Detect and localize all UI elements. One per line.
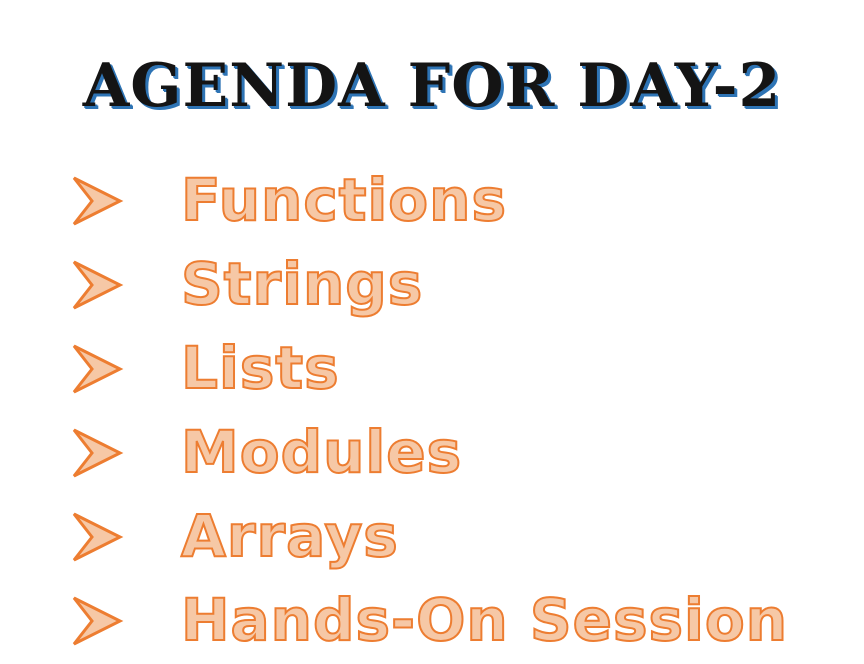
arrowhead-bullet-icon bbox=[72, 512, 124, 562]
arrowhead-bullet-icon bbox=[72, 176, 124, 226]
agenda-item-label: Hands-On Session bbox=[180, 585, 789, 655]
list-item: Hands-On Session bbox=[0, 580, 864, 664]
agenda-list: Functions Strings Lists Modules Arrays bbox=[0, 160, 864, 664]
agenda-item-label: Modules bbox=[180, 417, 463, 487]
list-item: Modules bbox=[0, 412, 864, 496]
arrowhead-bullet-icon bbox=[72, 428, 124, 478]
arrowhead-bullet-icon bbox=[72, 596, 124, 646]
agenda-item-label: Functions bbox=[180, 165, 507, 235]
page-title: AGENDA FOR DAY-2 bbox=[82, 51, 782, 122]
list-item: Functions bbox=[0, 160, 864, 244]
arrowhead-bullet-icon bbox=[72, 260, 124, 310]
list-item: Lists bbox=[0, 328, 864, 412]
agenda-item-label: Lists bbox=[180, 333, 340, 403]
agenda-item-label: Strings bbox=[180, 249, 424, 319]
agenda-item-label: Arrays bbox=[180, 501, 399, 571]
list-item: Arrays bbox=[0, 496, 864, 580]
arrowhead-bullet-icon bbox=[72, 344, 124, 394]
list-item: Strings bbox=[0, 244, 864, 328]
